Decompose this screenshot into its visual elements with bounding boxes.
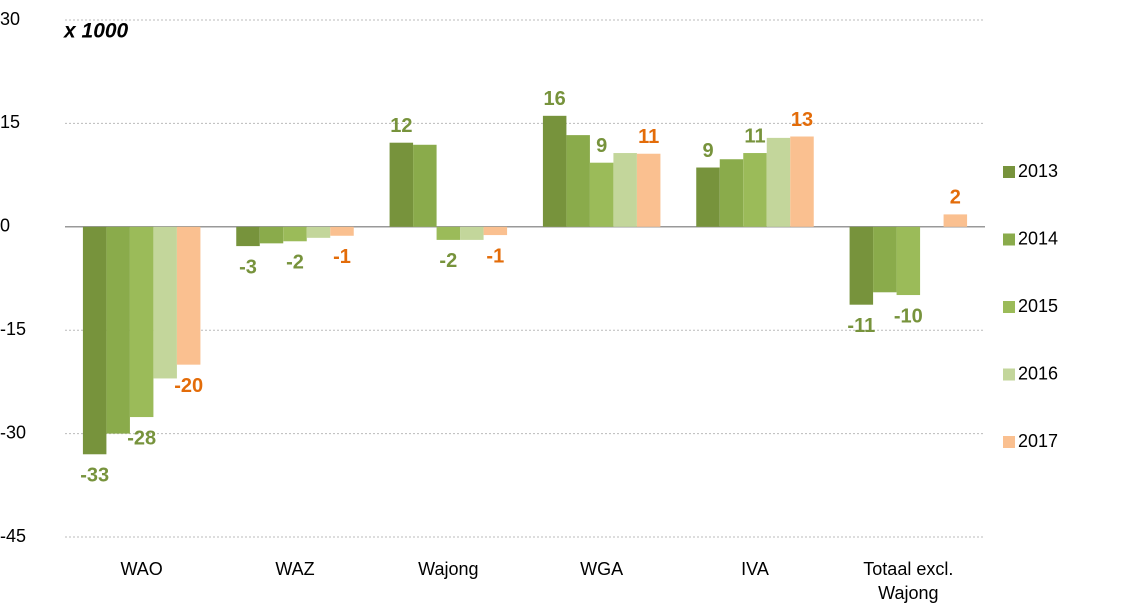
legend-label: 2014 bbox=[1018, 228, 1058, 248]
data-label: -10 bbox=[894, 305, 923, 327]
bar bbox=[790, 136, 814, 227]
data-label: -1 bbox=[333, 246, 351, 268]
bar bbox=[849, 226, 874, 305]
x-tick-label: Totaal excl. Wajong bbox=[863, 559, 954, 603]
data-label: 9 bbox=[596, 135, 607, 157]
legend-label: 2017 bbox=[1018, 431, 1058, 451]
x-tick-label: Wajong bbox=[418, 559, 479, 579]
bar bbox=[82, 226, 107, 455]
bar bbox=[283, 226, 307, 242]
bar bbox=[613, 153, 637, 227]
bar bbox=[460, 226, 484, 240]
y-tick-label: -15 bbox=[0, 319, 26, 339]
data-label: 12 bbox=[390, 115, 412, 137]
bar bbox=[436, 226, 461, 240]
bar bbox=[153, 226, 177, 379]
x-tick-label: WAZ bbox=[275, 559, 315, 579]
bar bbox=[389, 142, 414, 227]
legend-swatch bbox=[1003, 166, 1015, 178]
data-label: -28 bbox=[127, 427, 156, 449]
legend-label: 2016 bbox=[1018, 363, 1058, 383]
bar bbox=[896, 226, 921, 296]
y-tick-label: 0 bbox=[0, 216, 10, 236]
bar bbox=[483, 226, 508, 236]
bar bbox=[766, 137, 791, 227]
x-tick-label: WGA bbox=[580, 559, 624, 579]
x-tick-label: IVA bbox=[741, 559, 769, 579]
data-label: -11 bbox=[847, 315, 875, 337]
y-tick-label: -45 bbox=[0, 526, 26, 546]
legend-swatch bbox=[1003, 233, 1015, 246]
bar bbox=[636, 153, 661, 227]
legend-swatch bbox=[1003, 301, 1015, 313]
legend-label: 2013 bbox=[1018, 161, 1058, 181]
data-label: -33 bbox=[80, 465, 109, 487]
bar bbox=[873, 226, 897, 293]
bar bbox=[696, 167, 720, 227]
data-label: -2 bbox=[439, 250, 457, 272]
bar bbox=[542, 115, 567, 227]
bar bbox=[129, 226, 154, 418]
data-label: 11 bbox=[638, 126, 659, 148]
bar bbox=[589, 162, 614, 227]
bar bbox=[106, 226, 130, 434]
bar bbox=[566, 135, 590, 227]
data-label: 13 bbox=[791, 109, 813, 131]
data-label: 16 bbox=[544, 88, 566, 110]
bar bbox=[176, 226, 201, 365]
y-tick-label: 30 bbox=[0, 9, 20, 29]
data-label: 9 bbox=[702, 140, 713, 162]
bar bbox=[306, 226, 331, 238]
y-tick-label: 15 bbox=[0, 112, 20, 132]
legend-swatch bbox=[1003, 368, 1015, 381]
data-label: -2 bbox=[286, 252, 304, 274]
bar bbox=[330, 226, 354, 236]
data-label: -3 bbox=[239, 256, 257, 278]
bar bbox=[743, 153, 767, 227]
data-label: 11 bbox=[744, 125, 765, 147]
bar bbox=[259, 226, 284, 244]
data-label: 2 bbox=[950, 187, 961, 209]
bar bbox=[236, 226, 260, 247]
data-label: -1 bbox=[486, 245, 504, 267]
legend-swatch bbox=[1003, 436, 1015, 448]
bar bbox=[719, 159, 744, 227]
y-tick-label: -30 bbox=[0, 422, 26, 442]
bar bbox=[943, 214, 968, 227]
x-tick-label: WAO bbox=[120, 559, 163, 579]
data-label: -20 bbox=[174, 375, 203, 397]
chart-title: x 1000 bbox=[63, 20, 129, 43]
legend-label: 2015 bbox=[1018, 296, 1058, 316]
bar bbox=[413, 144, 437, 227]
